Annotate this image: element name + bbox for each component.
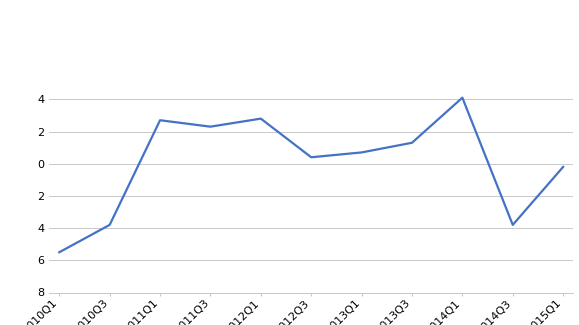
Text: DIAG: DIAG: [539, 15, 570, 25]
Text: Gemensamt lönsamhetsindex: Gemensamt lönsamhetsindex: [3, 52, 314, 72]
